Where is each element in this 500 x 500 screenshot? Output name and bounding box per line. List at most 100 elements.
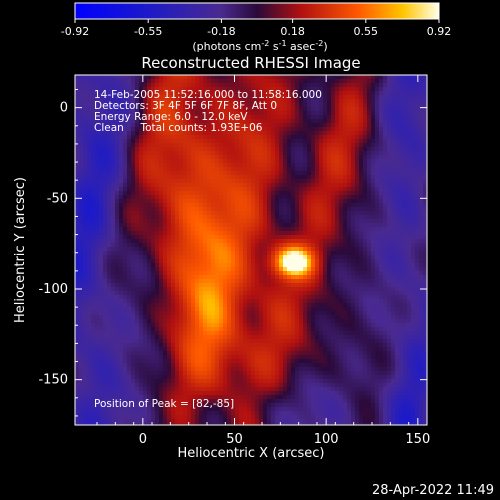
heatmap-cell (379, 263, 384, 268)
heatmap-cell (87, 295, 92, 300)
heatmap-cell (163, 175, 168, 180)
heatmap-cell (183, 255, 188, 260)
heatmap-cell (279, 119, 284, 124)
heatmap-cell (159, 199, 164, 204)
heatmap-cell (179, 263, 184, 268)
heatmap-cell (179, 299, 184, 304)
heatmap-cell (395, 163, 400, 168)
heatmap-cell (155, 219, 160, 224)
heatmap-cell (131, 79, 136, 84)
heatmap-cell (163, 235, 168, 240)
heatmap-cell (159, 247, 164, 252)
heatmap-cell (75, 263, 80, 268)
heatmap-cell (275, 143, 280, 148)
heatmap-cell (135, 131, 140, 136)
heatmap-cell (351, 111, 356, 116)
heatmap-cell (119, 135, 124, 140)
heatmap-cell (103, 215, 108, 220)
heatmap-cell (99, 147, 104, 152)
heatmap-cell (419, 167, 424, 172)
heatmap-cell (115, 291, 120, 296)
heatmap-cell (119, 175, 124, 180)
heatmap-cell (327, 295, 332, 300)
heatmap-cell (279, 167, 284, 172)
heatmap-cell (335, 227, 340, 232)
heatmap-cell (411, 187, 416, 192)
heatmap-cell (183, 91, 188, 96)
heatmap-cell (323, 219, 328, 224)
heatmap-cell (191, 123, 196, 128)
heatmap-cell (383, 239, 388, 244)
heatmap-cell (303, 111, 308, 116)
heatmap-cell (239, 279, 244, 284)
heatmap-cell (179, 131, 184, 136)
heatmap-cell (327, 147, 332, 152)
heatmap-cell (391, 203, 396, 208)
heatmap-cell (143, 235, 148, 240)
heatmap-cell (263, 263, 268, 268)
heatmap-cell (155, 259, 160, 264)
heatmap-cell (139, 91, 144, 96)
heatmap-cell (279, 151, 284, 156)
heatmap-cell (367, 87, 372, 92)
heatmap-cell (243, 215, 248, 220)
heatmap-cell (323, 147, 328, 152)
heatmap-cell (395, 139, 400, 144)
colorbar (74, 2, 440, 20)
heatmap-cell (359, 203, 364, 208)
heatmap-cell (99, 295, 104, 300)
heatmap-cell (135, 299, 140, 304)
heatmap-cell (395, 267, 400, 272)
heatmap-cell (323, 175, 328, 180)
heatmap-cell (327, 271, 332, 276)
heatmap-cell (195, 251, 200, 256)
heatmap-cell (287, 295, 292, 300)
heatmap-cell (219, 147, 224, 152)
heatmap-cell (103, 91, 108, 96)
heatmap-cell (271, 83, 276, 88)
heatmap-cell (207, 231, 212, 236)
heatmap-cell (203, 279, 208, 284)
heatmap-cell (211, 167, 216, 172)
heatmap-cell (323, 199, 328, 204)
heatmap-cell (79, 175, 84, 180)
heatmap-cell (179, 115, 184, 120)
heatmap-cell (99, 187, 104, 192)
heatmap-cell (215, 99, 220, 104)
heatmap-cell (99, 111, 104, 116)
heatmap-cell (259, 287, 264, 292)
heatmap-cell (307, 211, 312, 216)
heatmap-cell (259, 139, 264, 144)
heatmap-cell (79, 279, 84, 284)
heatmap-cell (75, 267, 80, 272)
heatmap-cell (227, 167, 232, 172)
heatmap-cell (291, 211, 296, 216)
heatmap-cell (215, 211, 220, 216)
heatmap-cell (383, 99, 388, 104)
heatmap-cell (179, 239, 184, 244)
heatmap-cell (315, 99, 320, 104)
heatmap-cell (163, 263, 168, 268)
heatmap-cell (115, 255, 120, 260)
heatmap-cell (183, 115, 188, 120)
heatmap-cell (139, 103, 144, 108)
heatmap-cell (215, 243, 220, 248)
heatmap-cell (227, 115, 232, 120)
heatmap-cell (171, 187, 176, 192)
heatmap-cell (267, 259, 272, 264)
heatmap-cell (367, 175, 372, 180)
heatmap-cell (231, 163, 236, 168)
heatmap-cell (347, 127, 352, 132)
heatmap-cell (411, 91, 416, 96)
heatmap-cell (147, 115, 152, 120)
heatmap-cell (203, 239, 208, 244)
heatmap-cell (399, 203, 404, 208)
heatmap-cell (103, 123, 108, 128)
heatmap-cell (395, 103, 400, 108)
heatmap-cell (123, 143, 128, 148)
heatmap-cell (235, 263, 240, 268)
heatmap-cell (135, 247, 140, 252)
heatmap-cell (271, 171, 276, 176)
heatmap-cell (103, 251, 108, 256)
heatmap-cell (163, 147, 168, 152)
